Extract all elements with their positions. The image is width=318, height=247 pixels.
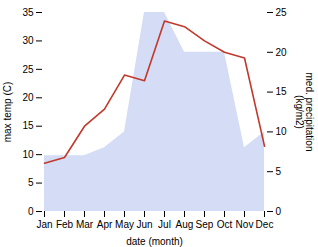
svg-text:Feb: Feb <box>56 219 74 230</box>
svg-text:date (month): date (month) <box>126 236 183 247</box>
svg-text:25: 25 <box>22 64 34 75</box>
svg-text:Jun: Jun <box>136 219 152 230</box>
svg-text:Apr: Apr <box>97 219 113 230</box>
svg-text:10: 10 <box>22 149 34 160</box>
svg-text:0: 0 <box>28 206 34 217</box>
svg-text:15: 15 <box>276 86 288 97</box>
svg-text:35: 35 <box>22 7 34 18</box>
svg-text:Sep: Sep <box>196 219 214 230</box>
svg-text:5: 5 <box>276 166 282 177</box>
svg-text:25: 25 <box>276 7 288 18</box>
svg-text:Dec: Dec <box>256 219 274 230</box>
svg-text:Jan: Jan <box>36 219 52 230</box>
svg-text:Jul: Jul <box>158 219 171 230</box>
svg-text:20: 20 <box>22 92 34 103</box>
svg-text:Oct: Oct <box>217 219 233 230</box>
svg-text:Aug: Aug <box>176 219 194 230</box>
svg-text:May: May <box>115 219 134 230</box>
svg-text:10: 10 <box>276 126 288 137</box>
svg-text:Mar: Mar <box>76 219 94 230</box>
svg-text:5: 5 <box>28 177 34 188</box>
svg-text:30: 30 <box>22 35 34 46</box>
svg-text:med. precipitation(kg/m2): med. precipitation(kg/m2) <box>294 73 315 152</box>
svg-text:15: 15 <box>22 120 34 131</box>
svg-text:0: 0 <box>276 206 282 217</box>
svg-text:max temp (C): max temp (C) <box>2 82 13 143</box>
svg-text:20: 20 <box>276 47 288 58</box>
svg-text:Nov: Nov <box>236 219 254 230</box>
